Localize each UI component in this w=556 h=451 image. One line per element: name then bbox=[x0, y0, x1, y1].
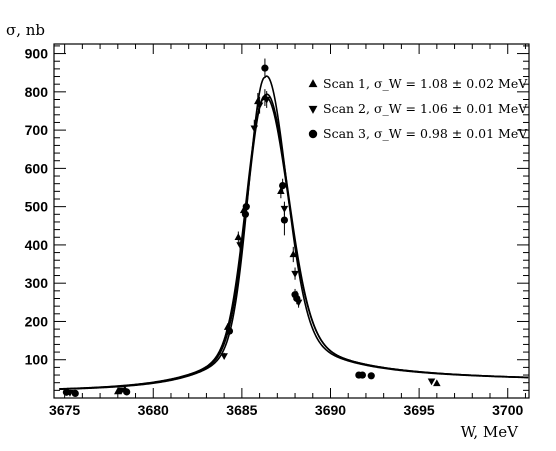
data-point bbox=[234, 233, 243, 240]
data-point bbox=[280, 216, 289, 224]
data-point bbox=[433, 379, 441, 387]
data-point bbox=[114, 387, 122, 395]
y-tick-label: 700 bbox=[25, 122, 49, 138]
data-point bbox=[236, 242, 244, 250]
legend-marker-1 bbox=[308, 79, 318, 88]
y-tick-label: 500 bbox=[25, 199, 49, 215]
data-point bbox=[261, 64, 269, 72]
x-tick-label: 3675 bbox=[49, 402, 80, 418]
data-point bbox=[241, 210, 250, 218]
fit-curves bbox=[59, 75, 529, 391]
x-tick-label: 3695 bbox=[404, 402, 435, 418]
y-axis-title: σ, nb bbox=[6, 21, 45, 39]
y-tick-label: 100 bbox=[25, 352, 49, 368]
data-point bbox=[242, 203, 250, 211]
y-tick-label: 300 bbox=[25, 275, 49, 291]
data-point bbox=[117, 387, 126, 395]
data-point bbox=[71, 389, 79, 398]
data-points bbox=[62, 58, 441, 398]
data-point bbox=[367, 372, 375, 380]
data-point bbox=[123, 388, 131, 396]
x-tick-label: 3700 bbox=[492, 402, 523, 418]
data-point bbox=[291, 270, 299, 278]
legend-marker-3 bbox=[308, 129, 318, 139]
x-tick-label: 3690 bbox=[315, 402, 346, 418]
data-point bbox=[293, 294, 301, 303]
data-point bbox=[279, 182, 287, 190]
legend-marker-2 bbox=[308, 105, 318, 114]
legend-label-2: Scan 2, σ_W = 1.06 ± 0.01 MeV bbox=[323, 101, 528, 116]
fit-curve-3 bbox=[59, 75, 529, 391]
x-axis-title: W, MeV bbox=[461, 423, 520, 441]
y-tick-label: 200 bbox=[25, 313, 49, 329]
y-tick-label: 400 bbox=[25, 237, 49, 253]
legend: Scan 1, σ_W = 1.08 ± 0.02 MeV Scan 2, σ_W… bbox=[308, 76, 528, 141]
x-tick-label: 3685 bbox=[226, 402, 257, 418]
y-tick-label: 900 bbox=[25, 46, 49, 62]
data-point bbox=[225, 327, 234, 335]
legend-label-1: Scan 1, σ_W = 1.08 ± 0.02 MeV bbox=[323, 76, 528, 91]
series-3 bbox=[62, 58, 375, 398]
data-point bbox=[220, 353, 228, 361]
y-tick-label: 800 bbox=[25, 84, 49, 100]
legend-label-3: Scan 3, σ_W = 0.98 ± 0.01 MeV bbox=[323, 126, 528, 141]
data-point bbox=[250, 125, 259, 133]
axes: 3675 3680 3685 3690 3695 3700 100 200 300 400 500 6… bbox=[25, 43, 530, 418]
data-point bbox=[427, 378, 436, 386]
x-tick-label: 3680 bbox=[138, 402, 169, 418]
data-point bbox=[289, 250, 298, 258]
data-point bbox=[255, 102, 264, 110]
plot-frame bbox=[53, 43, 530, 399]
y-tick-label: 600 bbox=[25, 160, 49, 176]
data-point bbox=[262, 96, 271, 104]
data-point bbox=[358, 371, 366, 379]
data-point bbox=[62, 388, 71, 396]
